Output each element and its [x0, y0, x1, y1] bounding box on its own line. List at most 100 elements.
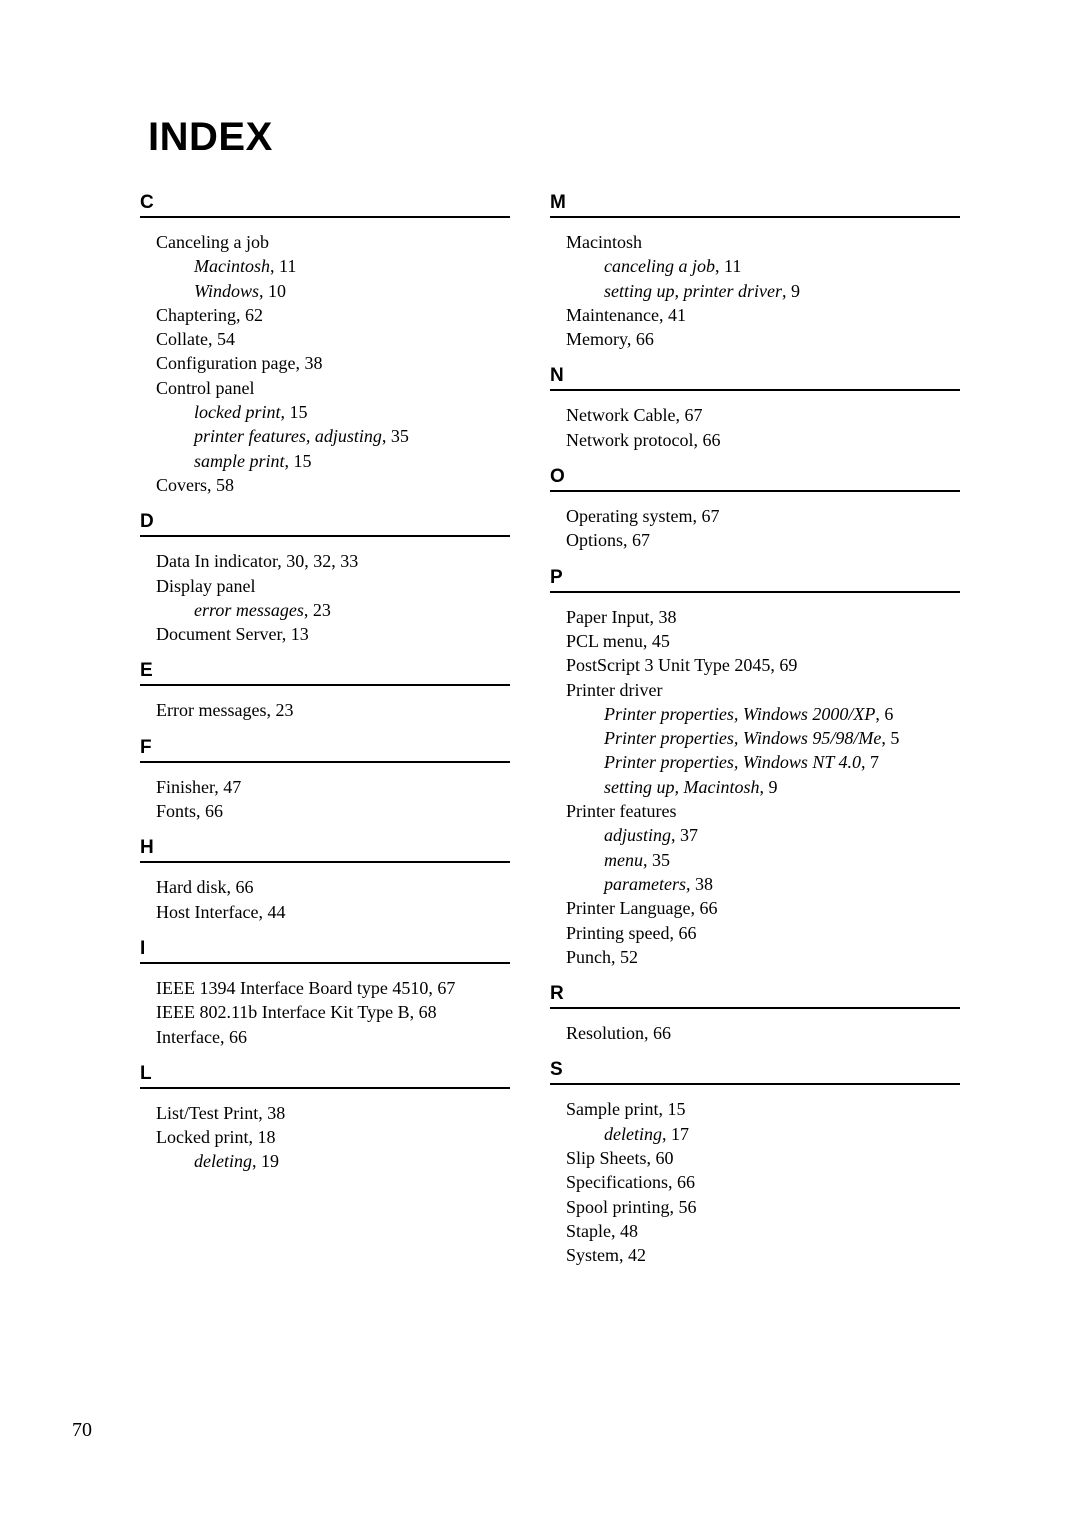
index-subentry: Macintosh, 11: [194, 254, 550, 278]
section-letter-c: C: [140, 192, 550, 214]
index-entry: List/Test Print, 38: [156, 1101, 550, 1125]
section-rule: [140, 216, 510, 218]
index-entry: Configuration page, 38: [156, 351, 550, 375]
index-subentry: sample print, 15: [194, 449, 550, 473]
subentry-term: menu: [604, 850, 643, 870]
index-entry: Document Server, 13: [156, 622, 550, 646]
index-subentry: printer features, adjusting, 35: [194, 424, 550, 448]
section-rule: [550, 1083, 960, 1085]
subentry-term: setting up, Macintosh: [604, 777, 760, 797]
index-entry: Resolution, 66: [566, 1021, 980, 1045]
index-entry: Control panel: [156, 376, 550, 400]
index-entry: Printer Language, 66: [566, 896, 980, 920]
subentry-term: Windows: [194, 281, 259, 301]
section-rule: [550, 389, 960, 391]
section-rule: [550, 216, 960, 218]
column-left: C Canceling a job Macintosh, 11 Windows,…: [140, 178, 550, 1268]
index-entry: Operating system, 67: [566, 504, 980, 528]
index-columns: C Canceling a job Macintosh, 11 Windows,…: [0, 178, 1080, 1268]
index-subentry: setting up, printer driver, 9: [604, 279, 980, 303]
subentry-page: , 15: [285, 451, 312, 471]
subentry-term: deleting: [194, 1151, 252, 1171]
index-entry: Host Interface, 44: [156, 900, 550, 924]
index-entry: Printer driver: [566, 678, 980, 702]
section-letter-s: S: [550, 1059, 980, 1081]
index-subentry: Printer properties, Windows NT 4.0, 7: [604, 750, 980, 774]
subentry-term: error messages: [194, 600, 304, 620]
subentry-term: locked print: [194, 402, 280, 422]
index-subentry: error messages, 23: [194, 598, 550, 622]
subentry-term: printer features, adjusting: [194, 426, 382, 446]
subentry-page: , 23: [304, 600, 331, 620]
index-entry: Printing speed, 66: [566, 921, 980, 945]
subentry-page: , 5: [881, 728, 899, 748]
section-letter-i: I: [140, 938, 550, 960]
index-subentry: adjusting, 37: [604, 823, 980, 847]
column-right: M Macintosh canceling a job, 11 setting …: [550, 178, 980, 1268]
index-entry: Macintosh: [566, 230, 980, 254]
index-entry: Display panel: [156, 574, 550, 598]
index-entry: Sample print, 15: [566, 1097, 980, 1121]
subentry-page: , 11: [715, 256, 741, 276]
index-entry: Network protocol, 66: [566, 428, 980, 452]
subentry-term: parameters: [604, 874, 686, 894]
index-subentry: Printer properties, Windows 2000/XP, 6: [604, 702, 980, 726]
index-entry: IEEE 1394 Interface Board type 4510, 67: [156, 976, 550, 1000]
section-letter-o: O: [550, 466, 980, 488]
index-entry: Memory, 66: [566, 327, 980, 351]
index-entry: Data In indicator, 30, 32, 33: [156, 549, 550, 573]
index-entry: Network Cable, 67: [566, 403, 980, 427]
index-entry: Collate, 54: [156, 327, 550, 351]
subentry-term: sample print: [194, 451, 285, 471]
index-entry: Spool printing, 56: [566, 1195, 980, 1219]
section-letter-d: D: [140, 511, 550, 533]
index-entry: Interface, 66: [156, 1025, 550, 1049]
index-entry: Chaptering, 62: [156, 303, 550, 327]
subentry-page: , 10: [259, 281, 286, 301]
index-entry: PostScript 3 Unit Type 2045, 69: [566, 653, 980, 677]
section-rule: [550, 1007, 960, 1009]
index-entry: Specifications, 66: [566, 1170, 980, 1194]
subentry-page: , 35: [382, 426, 409, 446]
index-entry: Printer features: [566, 799, 980, 823]
subentry-page: , 35: [643, 850, 670, 870]
index-entry: PCL menu, 45: [566, 629, 980, 653]
index-entry: Paper Input, 38: [566, 605, 980, 629]
index-subentry: parameters, 38: [604, 872, 980, 896]
subentry-term: Printer properties, Windows 95/98/Me: [604, 728, 881, 748]
index-subentry: locked print, 15: [194, 400, 550, 424]
section-letter-h: H: [140, 837, 550, 859]
index-entry: Punch, 52: [566, 945, 980, 969]
index-subentry: Windows, 10: [194, 279, 550, 303]
page-title: INDEX: [148, 115, 1080, 160]
subentry-page: , 9: [760, 777, 778, 797]
section-rule: [140, 861, 510, 863]
index-entry: Hard disk, 66: [156, 875, 550, 899]
subentry-term: deleting: [604, 1124, 662, 1144]
subentry-term: Macintosh: [194, 256, 270, 276]
subentry-page: , 11: [270, 256, 296, 276]
subentry-page: , 15: [280, 402, 307, 422]
section-letter-l: L: [140, 1063, 550, 1085]
subentry-term: setting up, printer driver: [604, 281, 782, 301]
index-entry: Fonts, 66: [156, 799, 550, 823]
subentry-page: , 17: [662, 1124, 689, 1144]
subentry-term: Printer properties, Windows 2000/XP: [604, 704, 875, 724]
subentry-page: , 6: [875, 704, 893, 724]
section-rule: [550, 490, 960, 492]
index-entry: Canceling a job: [156, 230, 550, 254]
page-number: 70: [72, 1419, 92, 1442]
section-letter-m: M: [550, 192, 980, 214]
section-rule: [140, 535, 510, 537]
subentry-term: canceling a job: [604, 256, 715, 276]
subentry-page: , 37: [671, 825, 698, 845]
section-rule: [140, 761, 510, 763]
section-letter-f: F: [140, 737, 550, 759]
index-entry: System, 42: [566, 1243, 980, 1267]
section-letter-r: R: [550, 983, 980, 1005]
index-subentry: deleting, 17: [604, 1122, 980, 1146]
section-letter-p: P: [550, 567, 980, 589]
subentry-page: , 19: [252, 1151, 279, 1171]
index-subentry: setting up, Macintosh, 9: [604, 775, 980, 799]
subentry-term: adjusting: [604, 825, 671, 845]
